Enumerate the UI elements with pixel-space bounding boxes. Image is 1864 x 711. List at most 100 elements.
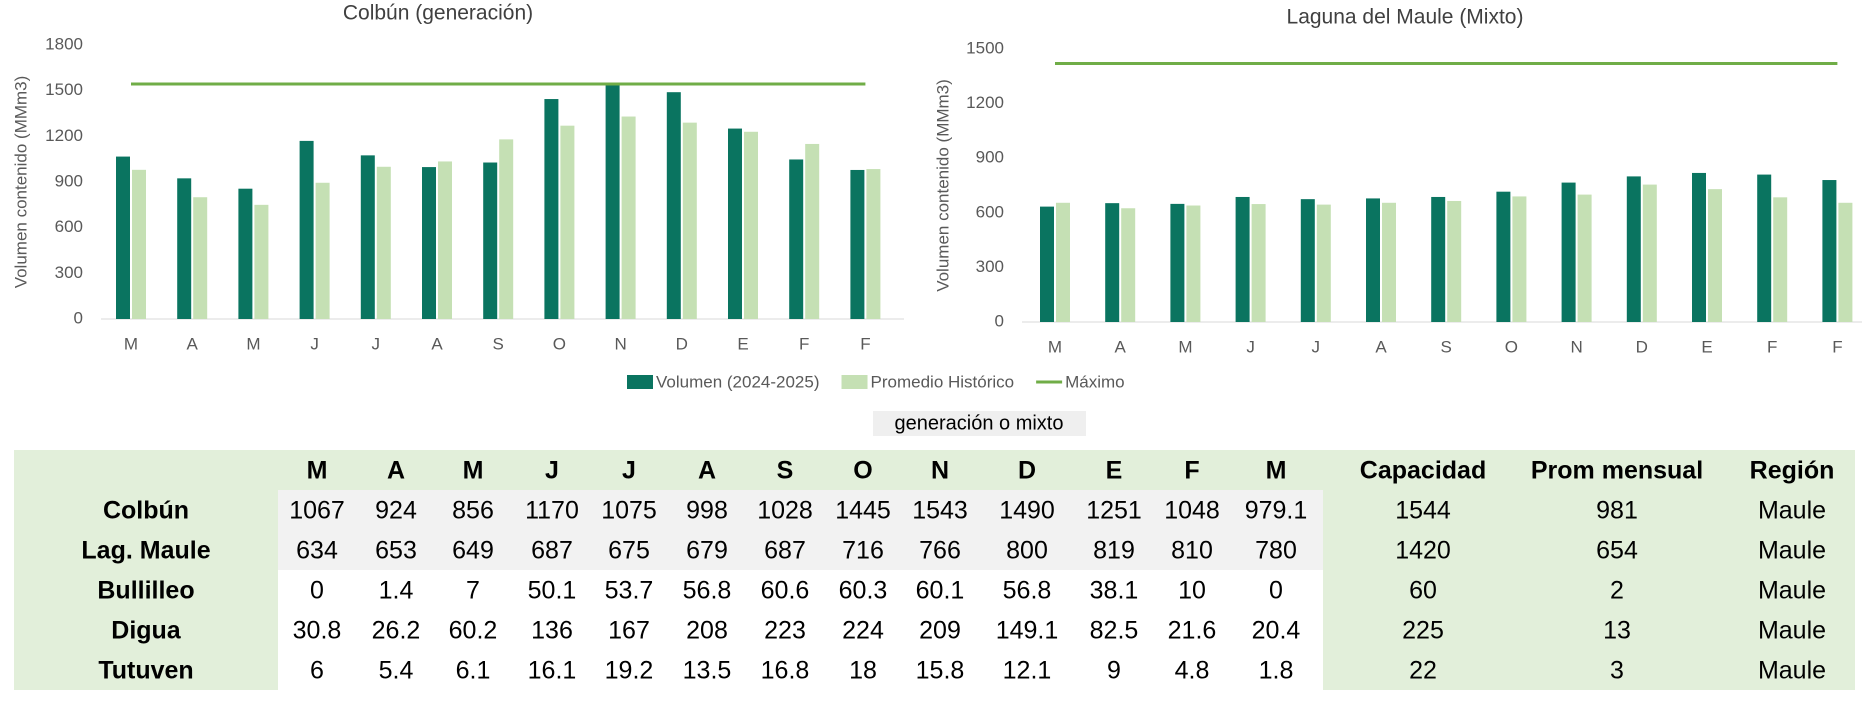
x-tick-label: A xyxy=(187,334,199,353)
table-cell: 22 xyxy=(1409,657,1437,685)
table-cell: 209 xyxy=(919,617,961,645)
bar xyxy=(132,169,146,319)
bar xyxy=(1496,191,1511,322)
table-header: S xyxy=(777,457,794,485)
bar xyxy=(682,122,697,319)
table-cell: 979.1 xyxy=(1245,497,1308,525)
table-cell: 653 xyxy=(375,537,417,565)
table-cell: 856 xyxy=(452,497,494,525)
table-header: M xyxy=(307,457,328,485)
x-tick-label: J xyxy=(1246,337,1255,356)
table-cell: 60.2 xyxy=(449,617,498,645)
bar xyxy=(360,155,375,319)
bar xyxy=(177,178,192,319)
table-cell: 3 xyxy=(1610,657,1624,685)
table-cell: Maule xyxy=(1758,617,1826,645)
bar xyxy=(789,159,804,319)
y-tick-label: 300 xyxy=(55,263,83,282)
table-cell: 0 xyxy=(310,577,324,605)
bar xyxy=(1692,172,1706,322)
bar xyxy=(1170,203,1185,322)
table-cell: 38.1 xyxy=(1090,577,1139,605)
table-cell: 687 xyxy=(531,537,573,565)
row-label: Digua xyxy=(111,617,182,645)
x-tick-label: E xyxy=(1701,337,1712,356)
table-cell: 1251 xyxy=(1086,497,1142,525)
table-cell: 981 xyxy=(1596,497,1638,525)
table-header: O xyxy=(853,457,872,485)
table-cell: 16.8 xyxy=(761,657,810,685)
y-tick-label: 0 xyxy=(74,308,83,327)
bar xyxy=(1822,180,1837,322)
bar xyxy=(1431,196,1446,322)
table-header: Capacidad xyxy=(1360,457,1486,485)
x-tick-label: J xyxy=(372,334,381,353)
table-cell: 82.5 xyxy=(1090,617,1139,645)
bar xyxy=(1512,196,1527,322)
bar xyxy=(499,139,514,319)
table-cell: 1075 xyxy=(601,497,657,525)
bar xyxy=(376,166,391,319)
bar xyxy=(438,161,452,319)
x-tick-label: A xyxy=(431,334,443,353)
table-cell: 1048 xyxy=(1164,497,1220,525)
table-cell: 21.6 xyxy=(1168,617,1217,645)
bar xyxy=(560,125,575,319)
bar xyxy=(866,169,881,319)
x-tick-label: D xyxy=(1636,337,1648,356)
bar xyxy=(1757,174,1772,322)
x-tick-label: N xyxy=(1570,337,1582,356)
x-tick-label: J xyxy=(1312,337,1321,356)
y-tick-label: 1500 xyxy=(45,80,83,99)
table-cell: Maule xyxy=(1758,537,1826,565)
table-cell: 12.1 xyxy=(1003,657,1052,685)
table-cell: 60.6 xyxy=(761,577,810,605)
y-tick-label: 1800 xyxy=(45,34,83,53)
bar xyxy=(1186,205,1201,322)
table-header: M xyxy=(1266,457,1287,485)
table-cell: 1.8 xyxy=(1259,657,1294,685)
table-cell: 1.4 xyxy=(379,577,414,605)
bar xyxy=(728,128,742,319)
x-tick-label: S xyxy=(1441,337,1452,356)
table-row-shade xyxy=(278,490,1323,570)
bar xyxy=(238,188,253,319)
table-header: D xyxy=(1018,457,1036,485)
table-cell: 53.7 xyxy=(605,577,654,605)
bar xyxy=(193,197,208,319)
y-axis-label: Volumen contenido (MMm3) xyxy=(933,79,952,292)
y-tick-label: 300 xyxy=(976,257,1004,276)
x-tick-label: D xyxy=(676,334,688,353)
bar xyxy=(315,182,330,319)
bar xyxy=(605,84,620,319)
table-header: J xyxy=(545,457,559,485)
y-tick-label: 600 xyxy=(976,202,1004,221)
y-tick-label: 1500 xyxy=(966,38,1004,57)
table-cell: 1420 xyxy=(1395,537,1451,565)
x-tick-label: M xyxy=(124,334,138,353)
table-header: A xyxy=(387,457,405,485)
bar xyxy=(544,99,559,320)
bar xyxy=(254,204,269,319)
table-cell: 10 xyxy=(1178,577,1206,605)
table-header: Región xyxy=(1750,457,1835,485)
x-tick-label: F xyxy=(1832,337,1842,356)
table-cell: 2 xyxy=(1610,577,1624,605)
bar xyxy=(1300,199,1315,322)
table-cell: 9 xyxy=(1107,657,1121,685)
bar xyxy=(1642,184,1657,322)
table-cell: 225 xyxy=(1402,617,1444,645)
table-cell: Maule xyxy=(1758,497,1826,525)
bar xyxy=(299,140,314,319)
table-cell: 5.4 xyxy=(379,657,414,685)
bar xyxy=(850,169,865,319)
x-tick-label: M xyxy=(1048,337,1062,356)
table-cell: 1028 xyxy=(757,497,813,525)
table-cell: 766 xyxy=(919,537,961,565)
table-cell: 634 xyxy=(296,537,338,565)
x-tick-label: J xyxy=(310,334,319,353)
y-tick-label: 600 xyxy=(55,217,83,236)
bar xyxy=(1838,202,1853,322)
x-tick-label: F xyxy=(860,334,870,353)
bar xyxy=(483,162,498,319)
